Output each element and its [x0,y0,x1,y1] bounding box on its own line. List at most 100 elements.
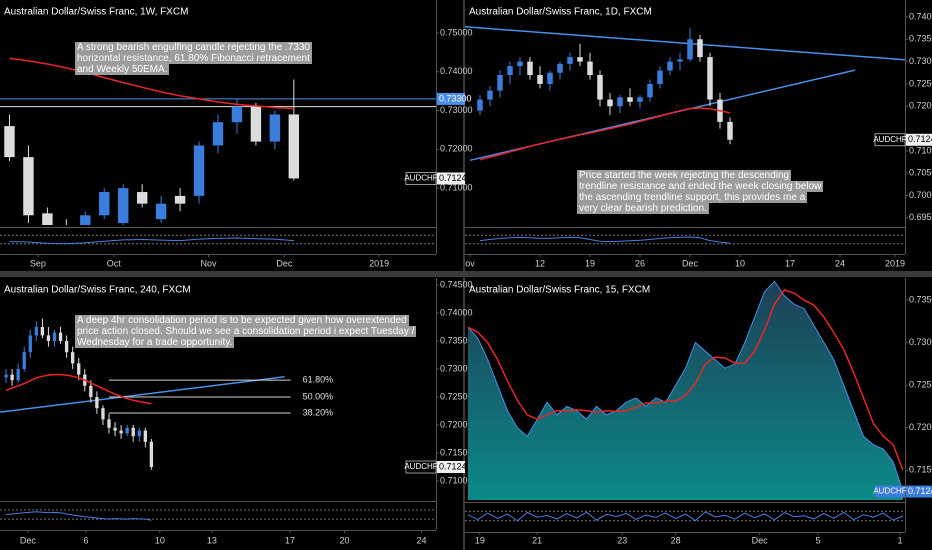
candle-body [212,122,224,146]
symbol-label-box [874,133,906,147]
y-tick-label: 0.71500 [440,447,473,457]
candle-body [40,326,45,336]
fib-label: 50.00% [303,391,334,401]
y-tick-label: 0.71000 [440,475,473,485]
x-tick-label: 24 [416,535,426,545]
level-label: 0.73300 [439,93,472,103]
candle-body [77,363,81,375]
x-tick-label: 23 [617,535,627,545]
annotation-text: Price started the week rejecting the des… [577,170,824,214]
candle-body [131,427,135,437]
trendline [465,26,905,61]
x-tick-label: 2019 [885,258,905,268]
candle-body [607,99,613,107]
indicator-line [479,236,731,244]
y-tick-label: 0.69500 [909,212,932,222]
y-tick-label: 0.73500 [909,34,932,44]
annotation: Price started the week rejecting the des… [577,170,824,214]
fib-label: 61.80% [303,375,334,385]
candle-body [23,157,34,216]
annotation-text: A deep 4hr consolidation period is to be… [75,315,417,348]
candle-body [487,90,493,100]
y-tick-label: 0.73000 [440,363,473,373]
candle-body [22,352,26,369]
candle-body [647,83,653,98]
x-tick-label: 17 [785,258,795,268]
candle-body [269,114,281,142]
price-label: 0.71249 [908,134,932,144]
price-label-box [437,461,465,474]
symbol-label: AUDCHF [873,135,906,144]
annotation: A strong bearish engulfing candle reject… [75,42,315,75]
x-tick-label: 17 [285,535,295,545]
price-label-box [437,172,465,185]
candle-body [657,70,663,84]
y-tick-label: 0.74000 [440,66,473,76]
indicator-line [9,237,294,245]
candle-body [497,75,503,91]
candle-body [95,396,99,409]
candle-body [118,188,129,224]
y-tick-label: 0.71500 [909,465,932,475]
y-tick-label: 0.71000 [909,145,932,155]
candle-body [507,66,513,75]
x-tick-label: 20 [340,535,350,545]
annotation: A deep 4hr consolidation period is to be… [75,315,417,348]
candle-body [143,430,147,442]
candle-body [137,430,141,437]
candle-body [707,57,713,100]
plot-area [465,26,905,162]
y-tick-label: 0.74500 [440,279,473,289]
candle-body [250,106,262,142]
x-tick-label: Dec [682,258,699,268]
y-tick-label: 0.73000 [440,105,473,115]
candle-body [99,192,110,216]
y-tick-label: 0.72500 [909,380,932,390]
level-label-box [437,92,465,105]
area-line [467,280,904,492]
candle-body [34,326,38,336]
candle-body [517,61,523,67]
candle-body [687,39,693,60]
candle-body [80,215,91,225]
y-tick-label: 0.72500 [440,391,473,401]
candle-body [231,106,243,123]
candle-body [567,57,573,64]
candle-body [527,61,533,75]
x-tick-label: Dec [276,258,293,268]
y-tick-label: 0.73500 [909,294,932,304]
symbol-label: AUDCHF [404,174,437,183]
x-tick-label: Dec [752,535,769,545]
price-label: 0.71249 [439,173,472,183]
candle-body [617,97,623,107]
x-tick-label: 1 [898,535,903,545]
candle-body [28,335,32,353]
x-tick-label: Nov [201,258,218,268]
x-tick-label: 10 [735,258,745,268]
x-tick-label: ov [465,258,475,268]
candle-body [16,368,20,381]
candle-body [597,75,603,100]
candle-body [136,192,148,204]
y-tick-label: 0.72000 [909,422,932,432]
candle-body [677,59,683,62]
x-tick-label: 19 [585,258,595,268]
plot-area [0,318,291,470]
price-label-box [906,485,932,498]
y-tick-label: 0.71000 [440,183,473,193]
candle-body [149,441,154,467]
chart-title: Australian Dollar/Swiss Franc, 1W, FXCM [4,7,189,18]
candle-body [174,195,186,204]
y-tick-label: 0.75000 [440,27,473,37]
price-label-box [906,133,932,146]
x-tick-label: 10 [155,535,165,545]
candle-body [89,385,93,397]
candle-body [52,332,57,341]
candle-body [10,374,14,381]
row-divider [0,271,932,277]
moving-average [467,289,904,471]
y-tick-label: 0.73000 [909,337,932,347]
x-tick-label: 19 [475,535,485,545]
